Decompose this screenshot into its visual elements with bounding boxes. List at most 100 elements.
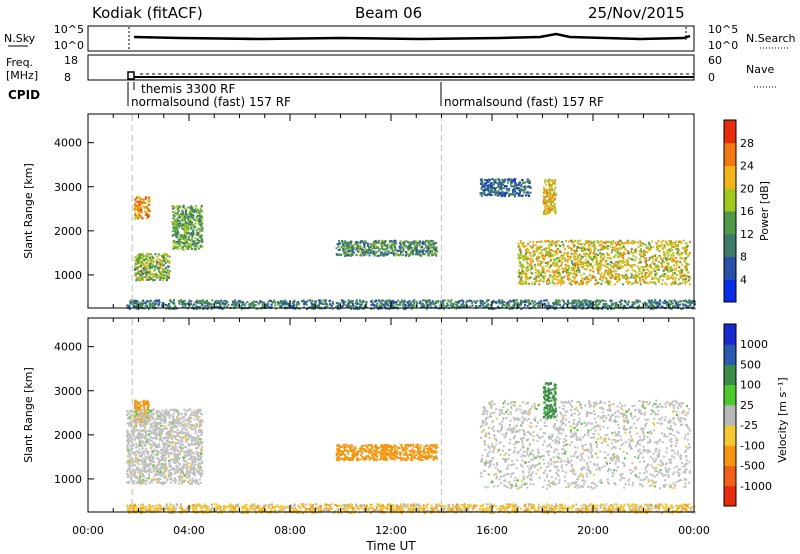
- echo-cell: [482, 185, 485, 188]
- echo-cell: [587, 265, 590, 268]
- echo-cell: [633, 270, 636, 273]
- echo-cell: [139, 199, 142, 202]
- echo-cell: [148, 198, 151, 201]
- echo-cell: [173, 247, 176, 249]
- echo-cell: [148, 214, 151, 217]
- echo-cell: [674, 245, 677, 248]
- echo-cell: [190, 208, 193, 210]
- echo-cell: [172, 229, 175, 232]
- echo-cell: [669, 258, 672, 261]
- echo-cell: [171, 223, 174, 225]
- echo-cell: [315, 300, 318, 303]
- echo-cell: [153, 279, 156, 282]
- echo-cell: [654, 254, 657, 256]
- echo-cell: [479, 304, 482, 307]
- echo-cell: [411, 250, 414, 253]
- power-colorbar-segment-0: [724, 279, 736, 303]
- echo-cell: [141, 258, 144, 261]
- echo-cell: [429, 245, 432, 248]
- echo-cell: [654, 300, 657, 303]
- echo-cell: [204, 304, 206, 307]
- echo-cell: [518, 245, 521, 248]
- echo-cell: [217, 302, 220, 305]
- echo-cell: [200, 234, 203, 237]
- echo-cell: [587, 262, 590, 265]
- echo-cell: [554, 207, 557, 210]
- echo-cell: [549, 249, 551, 252]
- echo-cell: [462, 301, 465, 304]
- echo-cell: [514, 190, 517, 193]
- echo-cell: [553, 259, 556, 262]
- echo-cell: [159, 258, 162, 261]
- echo-cell: [666, 302, 669, 305]
- echo-cell: [135, 262, 137, 265]
- echo-cell: [542, 270, 545, 273]
- echo-cell: [416, 241, 419, 244]
- echo-cell: [355, 303, 358, 306]
- echo-cell: [226, 306, 229, 308]
- echo-cell: [553, 241, 556, 244]
- echo-cell: [605, 277, 608, 280]
- echo-feature-3: [335, 239, 439, 257]
- echo-cell: [537, 269, 540, 272]
- echo-cell: [167, 276, 170, 279]
- echo-cell: [687, 279, 690, 282]
- echo-cell: [403, 243, 406, 246]
- echo-cell: [389, 251, 392, 254]
- echo-cell: [494, 191, 497, 194]
- echo-cell: [651, 261, 654, 264]
- echo-cell: [610, 305, 612, 308]
- echo-cell: [433, 248, 436, 250]
- echo-cell: [607, 281, 610, 284]
- echo-cell: [642, 302, 645, 305]
- echo-cell: [676, 305, 679, 308]
- echo-cell: [318, 299, 321, 302]
- echo-cell: [338, 240, 340, 242]
- echo-cell: [171, 443, 174, 446]
- echo-cell: [567, 300, 570, 303]
- echo-cell: [666, 262, 669, 264]
- echo-cell: [548, 248, 551, 251]
- echo-cell: [636, 281, 639, 284]
- echo-cell: [550, 199, 553, 202]
- echo-cell: [133, 418, 136, 421]
- echo-cell: [624, 248, 627, 251]
- echo-cell: [486, 188, 489, 191]
- echo-cell: [191, 206, 194, 209]
- power-colorbar-tick-6: 4: [740, 273, 747, 286]
- echo-cell: [347, 303, 349, 306]
- echo-cell: [144, 302, 147, 305]
- echo-cell: [626, 242, 629, 245]
- echo-cell: [579, 239, 582, 242]
- echo-cell: [597, 249, 600, 252]
- echo-cell: [304, 302, 307, 305]
- echo-cell: [141, 277, 144, 280]
- echo-cell: [183, 303, 186, 306]
- echo-cell: [672, 252, 675, 255]
- echo-cell: [377, 246, 380, 249]
- echo-cell: [355, 300, 358, 303]
- echo-cell: [382, 244, 385, 247]
- echo-cell: [192, 228, 195, 231]
- echo-cell: [619, 251, 621, 254]
- echo-cell: [168, 462, 171, 465]
- echo-cell: [486, 304, 489, 307]
- echo-cell: [505, 191, 508, 194]
- echo-cell: [383, 248, 386, 251]
- echo-cell: [189, 210, 192, 212]
- echo-cell: [366, 242, 369, 245]
- echo-cell: [193, 211, 196, 213]
- power-colorbar-segment-6: [724, 142, 736, 166]
- echo-cell: [171, 230, 174, 233]
- echo-cell: [155, 264, 158, 267]
- echo-cell: [389, 244, 391, 247]
- echo-cell: [674, 243, 677, 246]
- echo-cell: [546, 191, 549, 194]
- echo-cell: [293, 300, 296, 303]
- echo-cell: [676, 273, 679, 276]
- echo-cell: [610, 241, 613, 244]
- echo-cell: [140, 301, 142, 304]
- echo-cell: [520, 299, 523, 302]
- echo-cell: [668, 299, 671, 302]
